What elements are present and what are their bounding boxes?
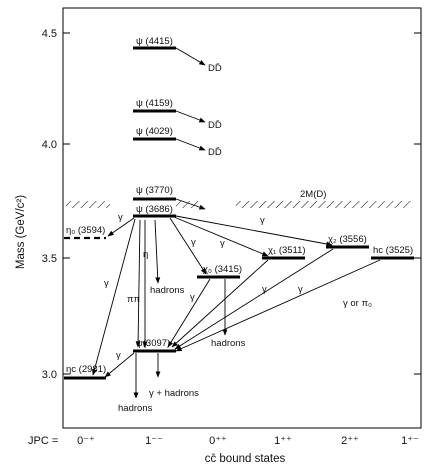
dd-threshold: 2M(D) bbox=[66, 189, 412, 208]
energy-levels bbox=[64, 46, 414, 380]
decay-label: γ bbox=[104, 278, 109, 289]
state-label: ψ (4159) bbox=[136, 98, 173, 109]
decay-label: DD̄ bbox=[208, 120, 222, 131]
state-label: ψ(3097) bbox=[136, 338, 170, 349]
jpc-value: 2⁺⁺ bbox=[341, 435, 359, 447]
dd-decays: DD̄ DD̄ DD̄ bbox=[175, 47, 222, 210]
state-label: ψ (4029) bbox=[136, 126, 173, 137]
state-label: ψ (3686) bbox=[136, 204, 173, 215]
threshold-label: 2M(D) bbox=[300, 189, 326, 200]
decay-label: hadrons bbox=[150, 285, 185, 296]
jpc-value: 0⁺⁺ bbox=[209, 435, 227, 447]
state-labels: ψ (4415) ψ (4159) ψ (4029) ψ (3770) ψ (3… bbox=[66, 36, 413, 375]
y-axis-title: Mass (GeV/c²) bbox=[15, 195, 27, 269]
jpc-value: 1⁻⁻ bbox=[145, 435, 163, 447]
state-label: ψ (3770) bbox=[136, 185, 173, 196]
decay-label: γ bbox=[116, 350, 121, 361]
state-label: ηc (2981) bbox=[66, 364, 106, 375]
jpc-value: 1⁺⁺ bbox=[274, 435, 292, 447]
state-label: χ₀ (3415) bbox=[203, 264, 242, 275]
decay-label: γ or π₀ bbox=[343, 298, 372, 309]
y-tick-label: 3.0 bbox=[42, 369, 57, 381]
decay-label: hadrons bbox=[211, 338, 246, 349]
x-axis: JPC = 0⁻⁺ 1⁻⁻ 0⁺⁺ 1⁺⁺ 2⁺⁺ 1⁺⁻ cc̄ bound … bbox=[28, 435, 419, 465]
y-tick-label: 4.5 bbox=[42, 28, 57, 40]
plot-frame bbox=[62, 7, 422, 429]
x-axis-title: cc̄ bound states bbox=[205, 453, 286, 465]
jpc-value: 1⁺⁻ bbox=[401, 435, 419, 447]
state-label: hc (3525) bbox=[373, 245, 413, 256]
decay-label: γ + hadrons bbox=[149, 388, 199, 399]
jpc-value: 0⁻⁺ bbox=[77, 435, 95, 447]
state-label: χ₂ (3556) bbox=[328, 234, 367, 245]
decay-label: γ bbox=[191, 237, 196, 248]
decay-label: γ bbox=[220, 238, 225, 249]
decay-label: γ bbox=[262, 284, 267, 295]
decay-label: DD̄ bbox=[208, 147, 222, 158]
decay-label: DD̄ bbox=[208, 63, 222, 74]
transitions: γ γ η ππ hadrons γ γ γ γ γ γ γ or π₀ had… bbox=[92, 212, 381, 414]
y-tick-label: 4.0 bbox=[42, 139, 57, 151]
state-label: χ₁ (3511) bbox=[268, 245, 306, 256]
jpc-label: JPC = bbox=[28, 435, 58, 447]
y-tick-label: 3.5 bbox=[42, 253, 57, 265]
decay-label: γ bbox=[118, 212, 123, 223]
state-label: η₀ (3594) bbox=[66, 225, 105, 236]
decay-label: η bbox=[143, 249, 148, 260]
decay-label: γ bbox=[298, 284, 303, 295]
state-label: ψ (4415) bbox=[136, 36, 173, 47]
decay-label: γ bbox=[260, 215, 265, 226]
decay-label: ππ bbox=[127, 294, 141, 305]
y-axis: 4.5 4.0 3.5 3.0 Mass (GeV/c²) bbox=[15, 28, 421, 381]
decay-label: hadrons bbox=[118, 403, 153, 414]
decay-label: γ bbox=[190, 292, 195, 303]
